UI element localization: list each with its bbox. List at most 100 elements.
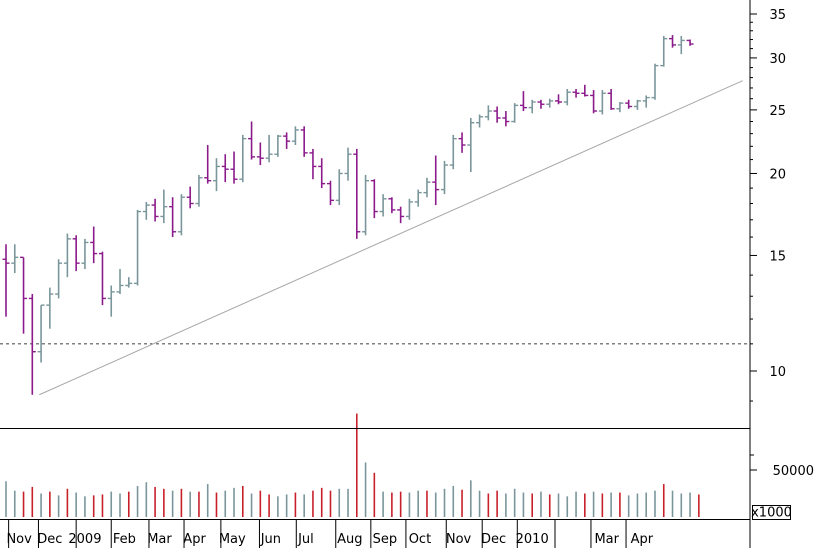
- ohlc-bar: [353, 148, 361, 239]
- ohlc-bar: [467, 117, 475, 173]
- ohlc-bar: [212, 158, 220, 192]
- ohlc-bar: [405, 198, 413, 220]
- labels-layer: 10 15 20 25 30 35 50000 x1000 Nov Dec 2009 Feb Mar Ap…: [6, 8, 814, 547]
- ohlc-bar: [379, 194, 387, 217]
- ohlc-bar: [590, 90, 598, 114]
- ohlc-bar: [230, 151, 238, 184]
- ohlc-bar: [309, 148, 317, 180]
- time-axis-label: Apr: [631, 532, 654, 547]
- ohlc-bar: [98, 251, 106, 306]
- ohlc-bar: [134, 209, 142, 286]
- time-axis-label: Oct: [409, 532, 431, 547]
- ohlc-bar: [616, 102, 624, 113]
- time-axis-label: Jun: [260, 532, 281, 547]
- ohlc-bar: [423, 177, 431, 198]
- ohlc-bar: [633, 99, 641, 110]
- ohlc-bar: [625, 99, 633, 109]
- ohlc-bar: [274, 134, 282, 157]
- ohlc-bar: [651, 63, 659, 100]
- time-axis-label: Apr: [183, 532, 206, 547]
- time-axis-label: Nov: [6, 532, 32, 547]
- ohlc-bar: [318, 158, 326, 189]
- ohlc-bar: [265, 134, 273, 163]
- ohlc-bar: [177, 194, 185, 236]
- ohlc-bar: [686, 39, 694, 46]
- time-axis-label: Feb: [113, 532, 136, 547]
- ohlc-bar: [239, 134, 247, 183]
- price-tick-label: 10: [769, 365, 786, 380]
- time-axis-label: Aug: [337, 532, 362, 547]
- ohlc-bar: [46, 287, 54, 329]
- ohlc-bar: [572, 89, 580, 98]
- ohlc-bar: [642, 95, 650, 108]
- ohlc-bar: [125, 277, 133, 288]
- ohlc-bar: [11, 244, 19, 274]
- ohlc-bar: [563, 89, 571, 106]
- ohlc-bar: [493, 106, 501, 123]
- ohlc-bar: [221, 154, 229, 183]
- ohlc-bar: [186, 186, 194, 209]
- time-axis-label: Sep: [373, 532, 398, 547]
- time-axis-label: Nov: [446, 532, 472, 547]
- ohlc-bar: [291, 126, 299, 146]
- frame-layer: [0, 0, 757, 548]
- ohlc-bar: [195, 174, 203, 207]
- ohlc-bar: [458, 132, 466, 153]
- ohlc-bar: [204, 145, 212, 184]
- time-axis-label: Dec: [481, 532, 506, 547]
- ohlc-bar: [537, 99, 545, 109]
- price-tick-label: 25: [769, 104, 786, 119]
- ohlc-bar: [598, 90, 606, 115]
- ohlc-bar: [546, 98, 554, 108]
- ohlc-bar: [502, 111, 510, 127]
- time-axis-label: Jul: [297, 532, 314, 547]
- ohlc-bar: [81, 238, 89, 270]
- ohlc-bar: [248, 121, 256, 160]
- trendline-layer: [39, 80, 743, 396]
- time-axis-label: Mar: [594, 532, 619, 547]
- ohlc-bar: [55, 259, 63, 299]
- price-tick-label: 35: [769, 8, 786, 23]
- ohlc-bar: [151, 198, 159, 222]
- ohlc-bar: [2, 244, 10, 317]
- ohlc-bar: [669, 35, 677, 48]
- ohlc-bar: [20, 256, 28, 334]
- ohlc-bar: [107, 285, 115, 317]
- ohlc-bar: [90, 226, 98, 264]
- ohlc-bar: [607, 89, 615, 110]
- ohlc-bar: [116, 269, 124, 295]
- ohlc-bar: [484, 105, 492, 121]
- ohlc-bar: [511, 103, 519, 123]
- ohlc-bar: [256, 142, 264, 166]
- volume-unit-frame: [752, 505, 791, 520]
- time-axis-label: May: [219, 532, 246, 547]
- ohlc-bar: [344, 147, 352, 181]
- ohlc-bar: [142, 201, 150, 220]
- ohlc-bar: [519, 91, 527, 112]
- ohlc-bar: [677, 35, 685, 55]
- ohlc-bar: [397, 206, 405, 224]
- ohlc-bar: [326, 180, 334, 206]
- ohlc-bar: [528, 99, 536, 114]
- time-axis-label: 2010: [516, 532, 549, 547]
- price-bars-layer: [2, 35, 694, 395]
- ohlc-bar: [555, 94, 563, 105]
- ohlc-bar: [283, 132, 291, 149]
- volume-unit-box: x1000: [751, 505, 792, 521]
- ohlc-bar: [169, 197, 177, 238]
- ohlc-bar: [37, 304, 45, 363]
- ohlc-bar: [28, 294, 36, 395]
- ohlc-bar: [370, 179, 378, 219]
- volume-bars-layer: [5, 413, 700, 517]
- time-axis-label: Mar: [147, 532, 172, 547]
- time-axis-label: Dec: [37, 532, 62, 547]
- price-tick-label: 30: [769, 52, 786, 67]
- ohlc-bar: [63, 233, 71, 278]
- ohlc-bar: [335, 169, 343, 206]
- ohlc-bar: [300, 126, 308, 157]
- ohlc-bar: [432, 155, 440, 206]
- ohlc-bar: [362, 174, 370, 236]
- price-tick-label: 15: [769, 249, 786, 264]
